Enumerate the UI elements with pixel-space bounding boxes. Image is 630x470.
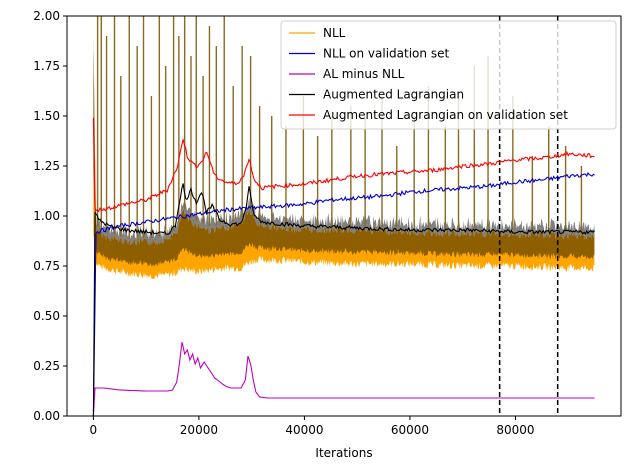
y-tick-label: 0.00 [33, 409, 60, 423]
y-axis: 0.00 0.25 0.50 0.75 1.00 1.25 1.50 1.75 2.00 [33, 9, 67, 423]
legend-entry: AL minus NLL [323, 67, 405, 81]
series-line [92, 183, 595, 416]
y-tick-label: 1.00 [33, 209, 60, 223]
x-tick-label: 20000 [180, 423, 218, 437]
y-tick-label: 2.00 [33, 9, 60, 23]
y-tick-label: 0.75 [33, 259, 60, 273]
legend-entry: NLL on validation set [323, 47, 449, 61]
y-tick-label: 0.25 [33, 359, 60, 373]
y-tick-label: 1.25 [33, 159, 60, 173]
x-tick-label: 60000 [391, 423, 429, 437]
x-tick-label: 0 [90, 423, 98, 437]
plot-area [92, 16, 595, 416]
nll-overlay-band [93, 50, 595, 268]
legend-box [280, 20, 617, 130]
x-tick-label: 40000 [285, 423, 323, 437]
y-tick-label: 1.75 [33, 59, 60, 73]
x-tick-label: 80000 [496, 423, 534, 437]
x-axis-label: Iterations [315, 446, 372, 460]
series-line [92, 172, 595, 416]
legend-entry: NLL [323, 26, 346, 40]
series-line [92, 117, 595, 213]
y-tick-label: 1.50 [33, 109, 60, 123]
legend-entry: Augmented Lagrangian [323, 88, 464, 102]
series-line [92, 341, 595, 416]
x-axis: 0 20000 40000 60000 80000 [90, 416, 535, 437]
y-tick-label: 0.50 [33, 309, 60, 323]
legend-entry: Augmented Lagrangian on validation set [323, 108, 568, 122]
legend: NLL NLL on validation set AL minus NLL Augm… [280, 20, 617, 130]
